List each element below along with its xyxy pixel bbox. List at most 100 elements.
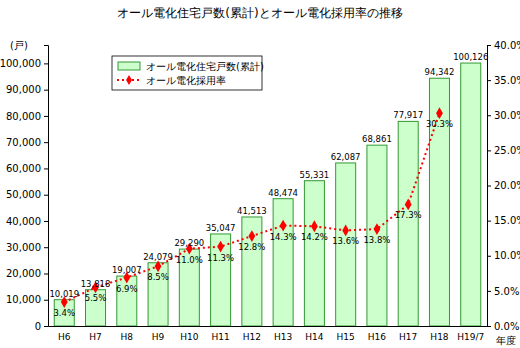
tick-label: H10: [180, 332, 198, 342]
tick-label: H18: [430, 332, 448, 342]
tick-label: 0: [35, 321, 41, 332]
tick-label: 5.0%: [494, 286, 519, 297]
tick-label: H6: [58, 332, 71, 342]
data-label: 24,079: [143, 252, 173, 262]
tick-mark: [487, 150, 491, 151]
tick-label: H17: [399, 332, 417, 342]
data-label: 30.3%: [426, 119, 453, 129]
data-label: 11.3%: [207, 253, 234, 263]
tick-mark: [44, 142, 48, 143]
tick-label: 10.0%: [494, 250, 520, 261]
data-label: 6.9%: [116, 284, 138, 294]
tick: H14: [305, 326, 323, 342]
tick: 0.0%: [487, 321, 519, 332]
data-label: 29,290: [174, 238, 204, 248]
plot-area: [54, 63, 480, 326]
data-label: 14.3%: [270, 232, 297, 242]
tick: H13: [274, 326, 292, 342]
tick: H11: [211, 326, 229, 342]
x-axis-title: 年度: [496, 335, 516, 346]
tick: 15.0%: [487, 215, 520, 226]
tick-mark: [44, 221, 48, 222]
tick-label: H11: [211, 332, 229, 342]
title: オール電化住宅戸数(累計)とオール電化採用率の推移: [117, 6, 402, 20]
tick: H17: [399, 326, 417, 342]
y-axis-title: (戸): [10, 40, 28, 51]
tick-label: 80,000: [6, 111, 41, 122]
marker: [155, 260, 162, 272]
tick: 50,000: [6, 189, 48, 200]
tick: 10,000: [6, 294, 48, 305]
tick: 25.0%: [487, 145, 520, 156]
tick: 80,000: [6, 111, 48, 122]
tick-mark: [487, 115, 491, 116]
tick-mark: [44, 273, 48, 274]
tick: 100,000: [0, 58, 48, 69]
tick-mark: [487, 80, 491, 81]
data-label: 13.8%: [363, 235, 390, 245]
tick: H7: [89, 326, 102, 342]
legend-label: オール電化採用率: [146, 75, 226, 86]
axis-line: [488, 46, 492, 327]
data-label: 100,126: [453, 52, 488, 62]
tick-label: 0.0%: [494, 321, 519, 332]
data-label: 12.8%: [238, 242, 265, 252]
bar: [148, 263, 168, 326]
tick: H15: [337, 326, 355, 342]
bar: [304, 181, 324, 326]
tick-label: H19/7: [457, 332, 484, 342]
marker: [405, 199, 412, 211]
data-label: 19,007: [112, 265, 142, 275]
tick-mark: [487, 45, 491, 46]
tick: 60,000: [6, 163, 48, 174]
data-label: 94,342: [425, 67, 455, 77]
tick-label: 30,000: [6, 242, 41, 253]
tick: H6: [58, 326, 71, 342]
data-label: 5.5%: [85, 293, 107, 303]
tick-label: 90,000: [6, 84, 41, 95]
tick-label: 60,000: [6, 163, 41, 174]
legend-marker: [126, 75, 132, 85]
tick: 40.0%: [487, 40, 520, 51]
tick: 35.0%: [487, 75, 520, 86]
tick-label: 25.0%: [494, 145, 520, 156]
tick: H18: [430, 326, 448, 342]
line: [64, 113, 439, 302]
tick-label: 100,000: [0, 58, 41, 69]
tick: 30.0%: [487, 110, 520, 121]
bar: [242, 217, 262, 326]
tick: 90,000: [6, 84, 48, 95]
legend-swatch: [118, 62, 140, 70]
tick: 40,000: [6, 216, 48, 227]
tick: 5.0%: [487, 286, 519, 297]
tick-label: 10,000: [6, 294, 41, 305]
tick-mark: [487, 256, 491, 257]
bar: [398, 121, 418, 326]
data-label: 62,087: [331, 152, 361, 162]
data-label: 8.5%: [147, 272, 169, 282]
tick: 20.0%: [487, 180, 520, 191]
data-label: 77,917: [393, 110, 423, 120]
tick: H16: [368, 326, 386, 342]
tick-label: 40,000: [6, 216, 41, 227]
tick: H9: [152, 326, 165, 342]
data-label: 3.4%: [53, 308, 75, 318]
bar: [86, 290, 106, 326]
data-label: 41,513: [237, 206, 267, 216]
marker: [280, 220, 287, 232]
data-label: 14.2%: [301, 232, 328, 242]
marker: [374, 223, 381, 235]
tick-mark: [487, 291, 491, 292]
chart: オール電化住宅戸数(累計)とオール電化採用率の推移 (戸) 年度 0 10,000 20,…: [0, 0, 520, 348]
y2-axis: 0.0% 5.0% 10.0% 15.0% 20.0% 25.0% 30.0% 35.0% 40…: [487, 40, 520, 332]
tick-label: 20,000: [6, 268, 41, 279]
tick-label: 30.0%: [494, 110, 520, 121]
tick: 30,000: [6, 242, 48, 253]
data-label: 48,474: [268, 188, 298, 198]
data-label: 68,861: [362, 134, 392, 144]
tick: 70,000: [6, 137, 48, 148]
data-label: 55,331: [300, 170, 330, 180]
x-axis: H6H7H8H9H10H11H12H13H14H15H16H17H18H19/7: [49, 326, 488, 342]
tick-mark: [44, 326, 48, 327]
tick-mark: [44, 247, 48, 248]
